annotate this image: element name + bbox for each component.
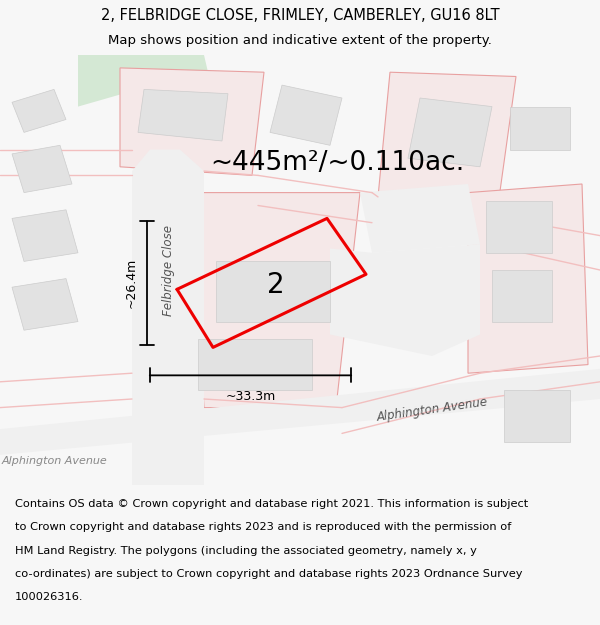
Polygon shape (504, 391, 570, 442)
Polygon shape (468, 184, 588, 373)
Polygon shape (192, 192, 360, 408)
Text: Felbridge Close: Felbridge Close (161, 224, 175, 316)
Polygon shape (138, 89, 228, 141)
Polygon shape (492, 270, 552, 322)
Polygon shape (120, 68, 264, 176)
Polygon shape (378, 72, 516, 206)
Text: HM Land Registry. The polygons (including the associated geometry, namely x, y: HM Land Registry. The polygons (includin… (15, 546, 477, 556)
Text: Map shows position and indicative extent of the property.: Map shows position and indicative extent… (108, 34, 492, 48)
Text: Contains OS data © Crown copyright and database right 2021. This information is : Contains OS data © Crown copyright and d… (15, 499, 528, 509)
Text: ~445m²/~0.110ac.: ~445m²/~0.110ac. (210, 149, 464, 176)
Polygon shape (12, 89, 66, 132)
Polygon shape (12, 210, 78, 261)
Polygon shape (132, 149, 204, 485)
Text: to Crown copyright and database rights 2023 and is reproduced with the permissio: to Crown copyright and database rights 2… (15, 522, 511, 532)
Text: Alphington Avenue: Alphington Avenue (376, 396, 488, 424)
Polygon shape (138, 55, 210, 89)
Polygon shape (198, 339, 312, 391)
Text: co-ordinates) are subject to Crown copyright and database rights 2023 Ordnance S: co-ordinates) are subject to Crown copyr… (15, 569, 523, 579)
Polygon shape (510, 107, 570, 149)
Polygon shape (216, 261, 330, 322)
Polygon shape (12, 279, 78, 330)
Text: ~33.3m: ~33.3m (226, 391, 275, 403)
Polygon shape (486, 201, 552, 252)
Polygon shape (330, 244, 480, 356)
Polygon shape (12, 145, 72, 192)
Polygon shape (78, 55, 138, 107)
Polygon shape (270, 85, 342, 145)
Polygon shape (0, 369, 600, 455)
Text: 2, FELBRIDGE CLOSE, FRIMLEY, CAMBERLEY, GU16 8LT: 2, FELBRIDGE CLOSE, FRIMLEY, CAMBERLEY, … (101, 8, 499, 23)
Text: 100026316.: 100026316. (15, 592, 83, 602)
Text: ~26.4m: ~26.4m (125, 258, 138, 308)
Polygon shape (408, 98, 492, 167)
Text: 2: 2 (267, 271, 285, 299)
Text: Alphington Avenue: Alphington Avenue (1, 456, 107, 466)
Polygon shape (360, 184, 480, 253)
